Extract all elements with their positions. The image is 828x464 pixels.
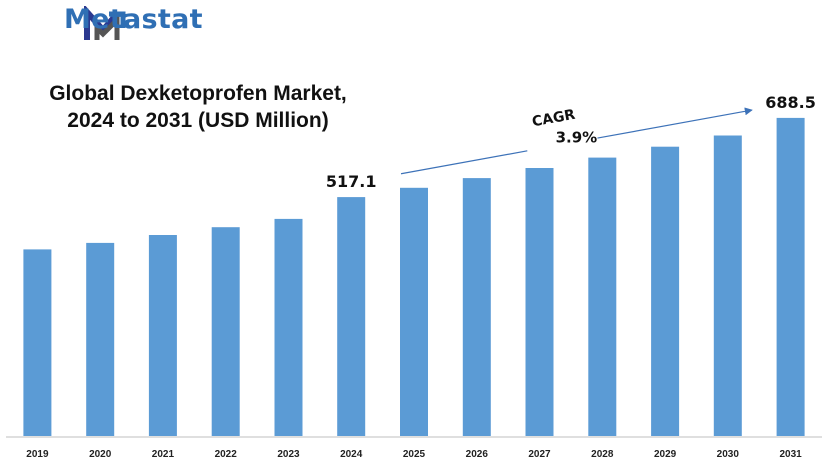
bar-2025 — [400, 187, 428, 436]
bar-2022 — [211, 227, 240, 436]
bar-2031 — [776, 117, 805, 437]
bar-2030 — [713, 135, 742, 436]
metastat-m-logo-icon — [84, 6, 126, 40]
cagr-arrow-segment-1 — [400, 150, 528, 175]
cagr-arrow-segment-2 — [597, 107, 753, 139]
x-tick-label-2027: 2027 — [528, 449, 551, 460]
x-tick-label-2024: 2024 — [340, 449, 363, 460]
data-label-2031: 688.5 — [765, 93, 816, 112]
data-labels: 517.1 688.5 — [326, 93, 816, 191]
x-tick-label-2030: 2030 — [717, 449, 740, 460]
x-tick-label-2021: 2021 — [152, 449, 175, 460]
data-label-2024: 517.1 — [326, 172, 377, 191]
x-tick-label-2029: 2029 — [654, 449, 677, 460]
x-tick-label-2023: 2023 — [277, 449, 300, 460]
bar-2020 — [86, 242, 115, 436]
bar-2021 — [148, 235, 177, 436]
x-tick-label-2019: 2019 — [26, 449, 49, 460]
bar-2029 — [651, 146, 680, 436]
bar-2023 — [274, 218, 303, 436]
x-tick-label-2020: 2020 — [89, 449, 112, 460]
x-tick-label-2028: 2028 — [591, 449, 614, 460]
x-tick-label-2031: 2031 — [779, 449, 802, 460]
x-tick-label-2026: 2026 — [466, 449, 489, 460]
bar-2024 — [337, 197, 366, 436]
brand-name: Metastat — [64, 4, 203, 35]
bar-2026 — [462, 178, 491, 436]
bar-2027 — [525, 168, 554, 436]
chart-title-line-1: Global Dexketoprofen Market, — [49, 82, 347, 105]
bar-series — [23, 117, 805, 437]
x-axis-tick-labels: 2019 2020 2021 2022 2023 2024 2025 2026 2027 2028… — [26, 449, 802, 460]
x-tick-label-2025: 2025 — [403, 449, 426, 460]
chart-title-line-2: 2024 to 2031 (USD Million) — [67, 109, 329, 132]
chart-title: Global Dexketoprofen Market, 2024 to 203… — [28, 80, 368, 134]
cagr-label: CAGR — [531, 107, 577, 131]
cagr-value: 3.9% — [556, 129, 598, 147]
bar-2019 — [23, 249, 52, 436]
bar-2028 — [588, 157, 617, 436]
x-tick-label-2022: 2022 — [215, 449, 238, 460]
